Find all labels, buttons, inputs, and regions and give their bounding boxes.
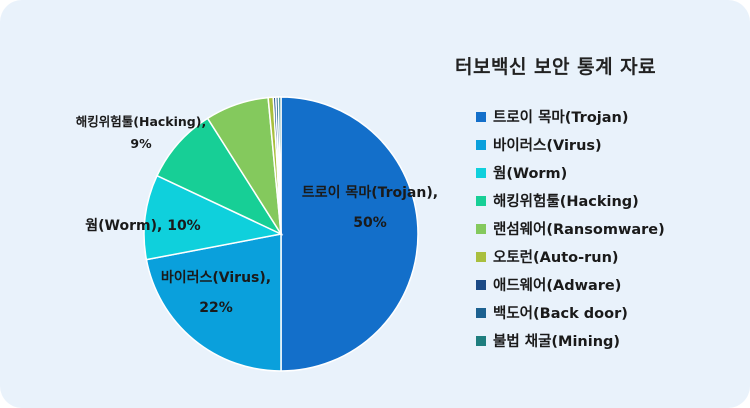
legend: 트로이 목마(Trojan) 바이러스(Virus) 웜(Worm) 해킹위험툴… [476,104,665,356]
legend-swatch [476,336,486,346]
chart-title: 터보백신 보안 통계 자료 [455,56,657,78]
legend-swatch [476,308,486,318]
legend-swatch [476,168,486,178]
legend-item-trojan[interactable]: 트로이 목마(Trojan) [476,104,665,132]
legend-item-mining[interactable]: 불법 채굴(Mining) [476,328,665,356]
pie-data-labels: 트로이 목마(Trojan), 50% 바이러스(Virus), 22% 웜(Worm)… [76,114,438,316]
pie-slice-virus[interactable] [145,233,282,372]
legend-item-adware[interactable]: 애드웨어(Adware) [476,272,665,300]
legend-swatch [476,112,486,122]
data-label-virus: 바이러스(Virus), 22% [161,269,271,316]
pie-slice-worm[interactable] [143,174,284,261]
pie-slice-trojan[interactable] [280,96,419,372]
legend-item-ransomware[interactable]: 랜섬웨어(Ransomware) [476,216,665,244]
legend-swatch [476,224,486,234]
data-label-trojan: 트로이 목마(Trojan), 50% [302,184,438,231]
legend-item-virus[interactable]: 바이러스(Virus) [476,132,665,160]
legend-item-worm[interactable]: 웜(Worm) [476,160,665,188]
legend-swatch [476,280,486,290]
legend-item-hacking[interactable]: 해킹위험툴(Hacking) [476,188,665,216]
legend-swatch [476,252,486,262]
pie-slices [143,96,419,372]
legend-swatch [476,196,486,206]
legend-item-backdoor[interactable]: 백도어(Back door) [476,300,665,328]
data-label-hacking: 해킹위험툴(Hacking), 9% [76,114,206,151]
pie-slice-mining[interactable] [277,96,282,235]
data-label-worm: 웜(Worm), 10% [85,218,200,234]
legend-item-autorun[interactable]: 오토런(Auto-run) [476,244,665,272]
legend-swatch [476,140,486,150]
